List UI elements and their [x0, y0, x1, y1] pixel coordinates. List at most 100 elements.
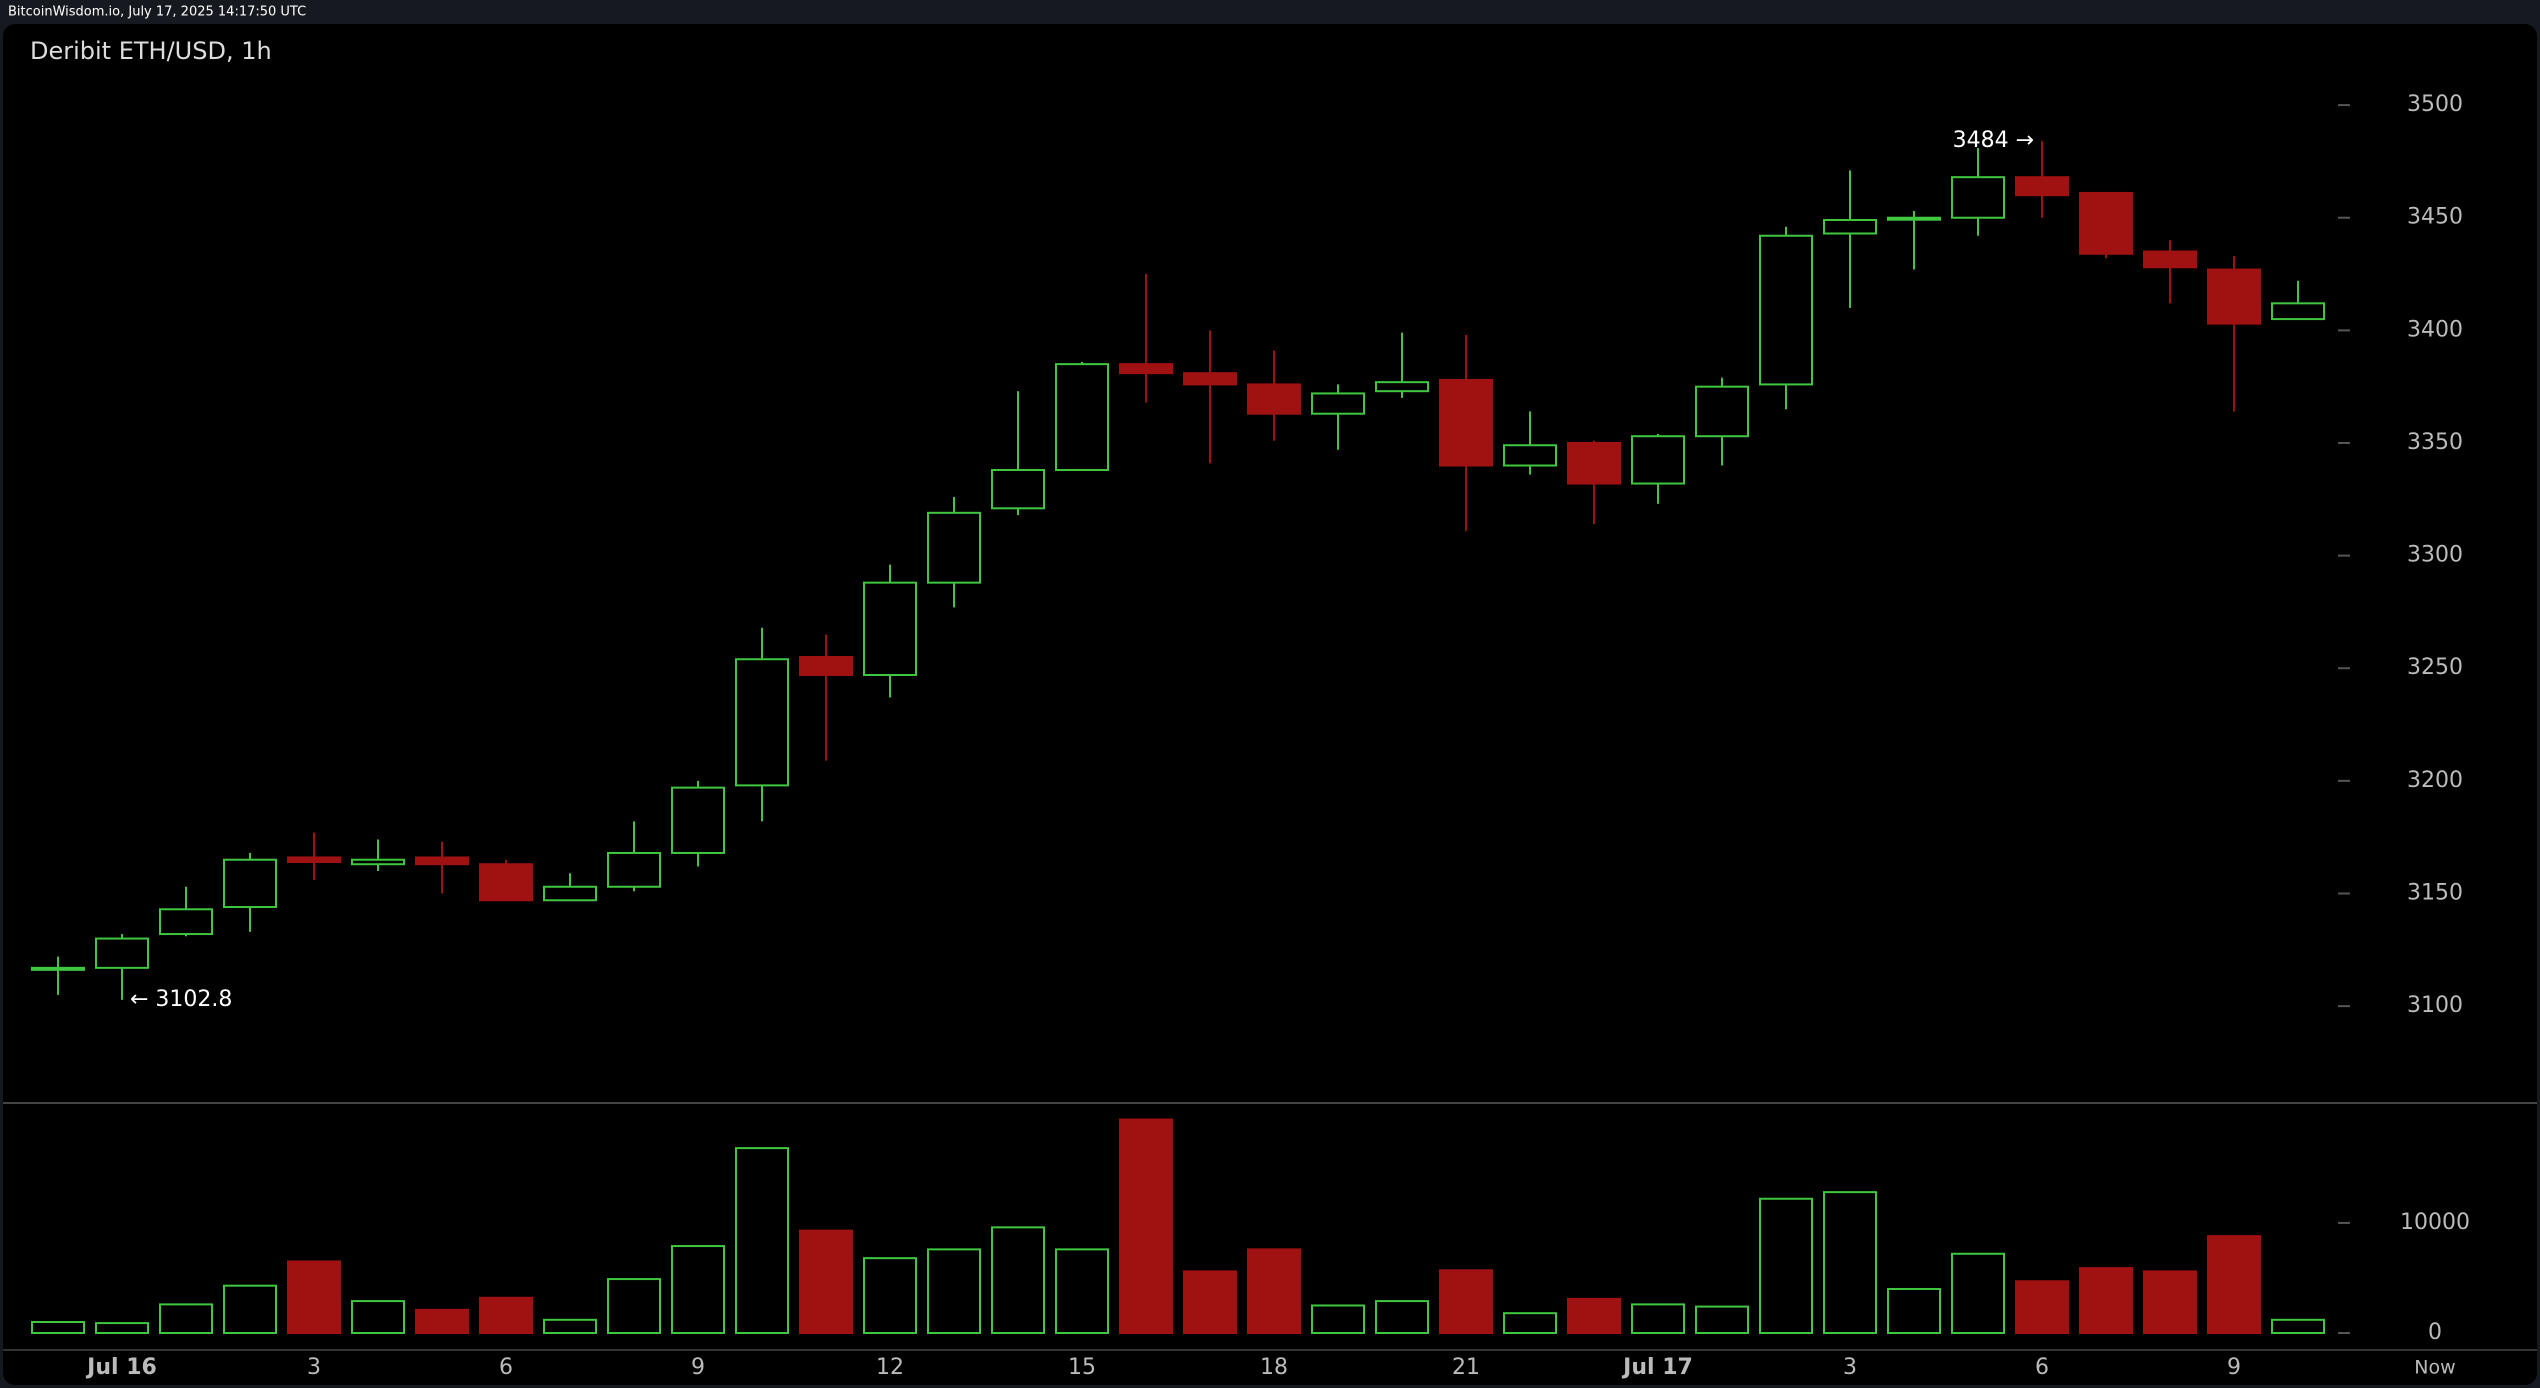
x-tick-label: Jul 17: [1621, 1355, 1693, 1380]
volume-bar: [1951, 1252, 2005, 1334]
x-tick-label: 9: [691, 1355, 705, 1380]
candle-body: [2079, 191, 2133, 255]
volume-bar: [159, 1303, 213, 1335]
candle-body: [991, 469, 1045, 510]
candle-body: [415, 856, 469, 866]
volume-bar: [1375, 1300, 1429, 1335]
volume-bar: [927, 1248, 981, 1335]
volume-bar: [287, 1260, 341, 1334]
volume-bar: [2015, 1280, 2069, 1334]
y-tick-label: 3400: [2407, 317, 2463, 342]
volume-bar: [863, 1257, 917, 1335]
x-tick-label: 3: [1843, 1355, 1857, 1380]
volume-bar: [479, 1296, 533, 1334]
candle-body: [1951, 176, 2005, 219]
chart-title: Deribit ETH/USD, 1h: [30, 37, 272, 65]
volume-bar: [1759, 1197, 1813, 1334]
candle-body: [1759, 234, 1813, 386]
y-tick-label: 3100: [2407, 993, 2463, 1018]
candle-body: [1567, 441, 1621, 485]
volume-bar: [1055, 1248, 1109, 1335]
volume-tick-label: 0: [2428, 1320, 2442, 1345]
volume-bar: [2271, 1318, 2325, 1335]
candle-body: [1823, 218, 1877, 235]
candle-body: [2143, 250, 2197, 269]
volume-bar: [991, 1226, 1045, 1335]
candle-body: [735, 658, 789, 787]
candle-body: [1247, 383, 1301, 415]
candle-body: [351, 858, 405, 866]
candle-body: [1055, 363, 1109, 472]
x-tick-label: 9: [2227, 1355, 2241, 1380]
high-annotation: 3484 →: [1953, 128, 2034, 153]
candle-body: [1375, 381, 1429, 393]
volume-bar: [351, 1300, 405, 1335]
volume-bar: [1119, 1118, 1173, 1335]
y-tick-label: 3200: [2407, 768, 2463, 793]
candle-body: [159, 908, 213, 936]
volume-bar: [31, 1320, 85, 1335]
volume-bar: [1439, 1269, 1493, 1334]
x-tick-label: 12: [876, 1355, 904, 1380]
volume-bar: [2143, 1270, 2197, 1334]
volume-tick-label: 10000: [2400, 1210, 2470, 1235]
x-tick-label: 6: [2035, 1355, 2049, 1380]
volume-bar: [671, 1245, 725, 1335]
x-tick-label: 3: [307, 1355, 321, 1380]
candle-body: [543, 885, 597, 902]
chart-background: [3, 24, 2537, 1385]
candle-body: [2207, 268, 2261, 325]
y-tick-label: 3300: [2407, 543, 2463, 568]
y-tick-label: 3500: [2407, 92, 2463, 117]
low-annotation: ← 3102.8: [130, 987, 232, 1012]
candle-body: [1503, 444, 1557, 467]
candle-body: [479, 863, 533, 902]
volume-bar: [1695, 1305, 1749, 1334]
volume-bar: [735, 1147, 789, 1335]
candle-body: [223, 858, 277, 909]
y-tick-label: 3250: [2407, 655, 2463, 680]
header-text: BitcoinWisdom.io, July 17, 2025 14:17:50…: [8, 5, 306, 20]
x-tick-label: 18: [1260, 1355, 1288, 1380]
volume-bar: [1247, 1248, 1301, 1335]
candle-body: [1311, 392, 1365, 415]
volume-bar: [415, 1308, 469, 1334]
volume-bar: [1567, 1297, 1621, 1334]
x-tick-label: 6: [499, 1355, 513, 1380]
candle-body: [1183, 372, 1237, 386]
candle-body: [287, 856, 341, 863]
candle-body: [1887, 216, 1941, 221]
y-tick-label: 3450: [2407, 205, 2463, 230]
candle-body: [2015, 176, 2069, 197]
volume-bar: [799, 1229, 853, 1335]
x-tick-label: 15: [1068, 1355, 1096, 1380]
volume-bar: [1183, 1270, 1237, 1334]
candle-body: [1119, 363, 1173, 375]
volume-bar: [2207, 1235, 2261, 1334]
candle-body: [607, 851, 661, 888]
volume-bar: [223, 1284, 277, 1335]
candle-body: [31, 966, 85, 971]
volume-bar: [1631, 1303, 1685, 1335]
candle-body: [927, 511, 981, 584]
volume-bar: [607, 1278, 661, 1334]
volume-bar: [1311, 1304, 1365, 1334]
volume-bar: [95, 1322, 149, 1335]
candle-body: [671, 786, 725, 854]
candle-body: [863, 581, 917, 677]
candle-body: [2271, 302, 2325, 321]
y-tick-label: 3150: [2407, 881, 2463, 906]
y-tick-label: 3350: [2407, 430, 2463, 455]
now-label: Now: [2414, 1357, 2455, 1379]
volume-bar: [2079, 1267, 2133, 1335]
candle-body: [1695, 385, 1749, 438]
volume-bar: [1503, 1312, 1557, 1335]
volume-bar: [1887, 1287, 1941, 1334]
candle-body: [1631, 435, 1685, 485]
candle-body: [799, 655, 853, 677]
volume-bar: [1823, 1191, 1877, 1335]
candle-body: [1439, 378, 1493, 467]
x-tick-label: Jul 16: [85, 1355, 157, 1380]
